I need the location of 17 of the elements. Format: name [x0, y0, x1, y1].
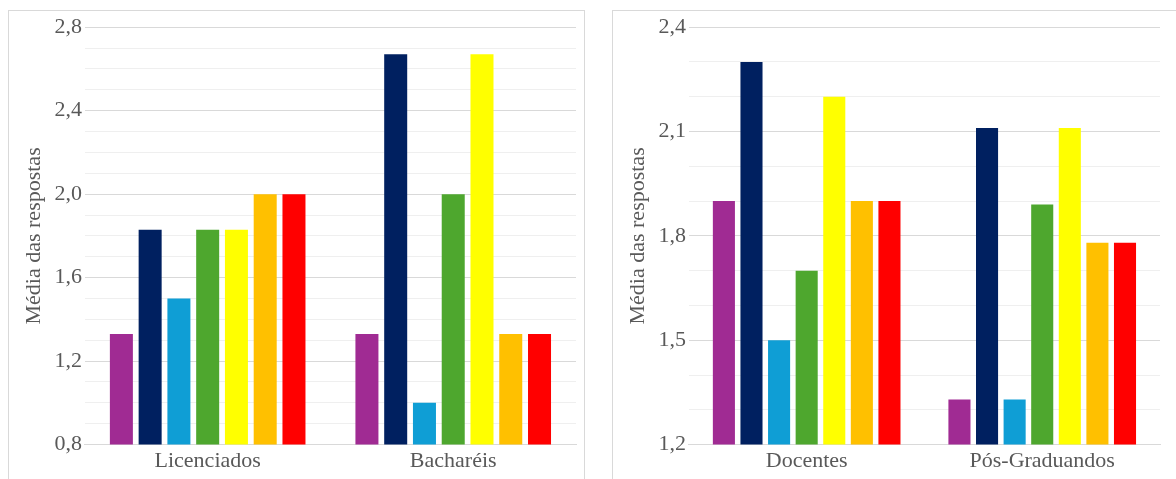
x-tick-label: Docentes: [765, 446, 848, 472]
y-tick-label: 2,1: [658, 117, 686, 143]
y-tick-label: 1,2: [54, 346, 82, 372]
y-tick-label: 1,6: [54, 263, 82, 289]
y-axis-title: Média das respostas: [623, 147, 649, 325]
y-tick-label: 1,5: [658, 326, 686, 352]
y-tick-label: 1,2: [658, 430, 686, 456]
y-tick-label: 1,8: [658, 221, 686, 247]
y-tick-label: 0,8: [54, 430, 82, 456]
y-tick-label: 2,8: [54, 12, 82, 38]
y-axis-title: Média das respostas: [19, 147, 45, 325]
y-tick-label: 2,0: [54, 179, 82, 205]
x-tick-label: Licenciados: [154, 446, 261, 472]
x-tick-label: Pós-Graduandos: [969, 446, 1115, 472]
y-tick-label: 2,4: [54, 96, 82, 122]
x-tick-label: Bacharéis: [409, 446, 497, 472]
y-tick-label: 2,4: [658, 12, 686, 38]
